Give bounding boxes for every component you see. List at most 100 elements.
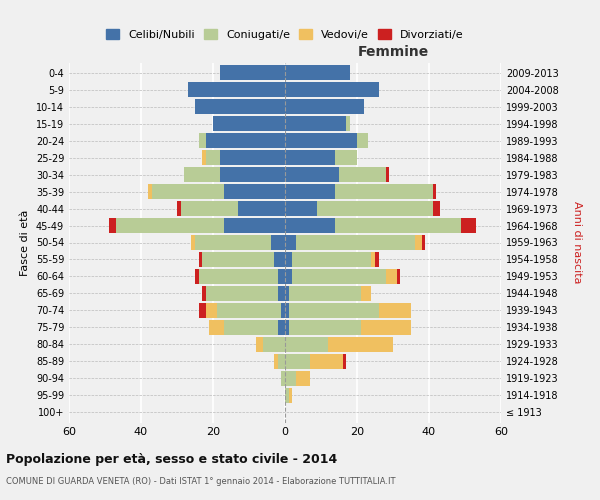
Bar xyxy=(213,116,285,131)
Bar xyxy=(285,150,335,165)
Bar xyxy=(285,100,364,114)
Bar xyxy=(224,218,285,232)
Bar xyxy=(152,184,224,199)
Bar xyxy=(278,286,285,300)
Bar xyxy=(278,320,285,334)
Bar xyxy=(335,150,357,165)
Bar xyxy=(310,354,343,368)
Bar xyxy=(285,116,346,131)
Bar xyxy=(343,354,346,368)
Bar xyxy=(238,202,285,216)
Bar xyxy=(206,134,285,148)
Bar xyxy=(285,66,350,80)
Bar xyxy=(224,320,278,334)
Bar xyxy=(285,218,335,232)
Bar xyxy=(285,82,379,97)
Bar xyxy=(285,354,310,368)
Bar xyxy=(289,303,379,318)
Bar xyxy=(361,286,371,300)
Bar xyxy=(285,184,335,199)
Bar xyxy=(181,202,238,216)
Bar xyxy=(281,303,285,318)
Bar xyxy=(296,371,310,386)
Bar xyxy=(285,337,328,351)
Bar xyxy=(328,337,393,351)
Bar xyxy=(220,168,285,182)
Bar xyxy=(281,371,285,386)
Bar xyxy=(335,218,461,232)
Bar xyxy=(433,184,436,199)
Bar xyxy=(263,337,285,351)
Bar xyxy=(379,303,411,318)
Bar xyxy=(422,236,425,250)
Bar xyxy=(206,303,217,318)
Bar xyxy=(285,320,289,334)
Bar xyxy=(289,320,361,334)
Bar xyxy=(220,150,285,165)
Bar xyxy=(461,218,476,232)
Legend: Celibi/Nubili, Coniugati/e, Vedovi/e, Divorziati/e: Celibi/Nubili, Coniugati/e, Vedovi/e, Di… xyxy=(102,25,468,44)
Bar xyxy=(199,303,206,318)
Y-axis label: Anni di nascita: Anni di nascita xyxy=(572,201,583,284)
Bar xyxy=(285,286,289,300)
Bar xyxy=(116,218,224,232)
Bar xyxy=(335,184,433,199)
Bar xyxy=(285,388,289,402)
Bar xyxy=(195,269,199,283)
Bar xyxy=(375,252,379,266)
Text: COMUNE DI GUARDA VENETA (RO) - Dati ISTAT 1° gennaio 2014 - Elaborazione TUTTITA: COMUNE DI GUARDA VENETA (RO) - Dati ISTA… xyxy=(6,478,395,486)
Bar xyxy=(195,100,285,114)
Bar xyxy=(296,236,415,250)
Bar xyxy=(148,184,152,199)
Bar xyxy=(202,252,274,266)
Bar xyxy=(274,252,285,266)
Bar xyxy=(220,66,285,80)
Text: Femmine: Femmine xyxy=(358,45,428,59)
Bar xyxy=(285,236,296,250)
Bar xyxy=(224,184,285,199)
Bar xyxy=(188,82,285,97)
Bar xyxy=(285,371,296,386)
Bar xyxy=(217,303,281,318)
Bar xyxy=(209,320,224,334)
Bar xyxy=(285,252,292,266)
Bar xyxy=(184,168,220,182)
Bar xyxy=(371,252,375,266)
Bar xyxy=(289,388,292,402)
Text: Popolazione per età, sesso e stato civile - 2014: Popolazione per età, sesso e stato civil… xyxy=(6,452,337,466)
Bar xyxy=(285,303,289,318)
Bar xyxy=(339,168,386,182)
Bar xyxy=(397,269,400,283)
Bar xyxy=(386,269,397,283)
Bar xyxy=(346,116,350,131)
Bar xyxy=(199,134,206,148)
Bar xyxy=(271,236,285,250)
Bar xyxy=(109,218,116,232)
Bar xyxy=(199,269,278,283)
Bar xyxy=(202,150,206,165)
Bar xyxy=(274,354,278,368)
Bar xyxy=(415,236,422,250)
Bar xyxy=(206,150,220,165)
Bar xyxy=(199,252,202,266)
Bar xyxy=(292,252,371,266)
Bar xyxy=(357,134,368,148)
Bar xyxy=(285,168,339,182)
Bar xyxy=(285,202,317,216)
Bar xyxy=(202,286,206,300)
Y-axis label: Fasce di età: Fasce di età xyxy=(20,210,30,276)
Bar xyxy=(177,202,181,216)
Bar xyxy=(278,269,285,283)
Bar xyxy=(256,337,263,351)
Bar xyxy=(289,286,361,300)
Bar xyxy=(285,269,292,283)
Bar xyxy=(361,320,411,334)
Bar xyxy=(292,269,386,283)
Bar xyxy=(195,236,271,250)
Bar xyxy=(278,354,285,368)
Bar xyxy=(317,202,433,216)
Bar xyxy=(433,202,440,216)
Bar xyxy=(285,134,357,148)
Bar xyxy=(191,236,195,250)
Bar xyxy=(386,168,389,182)
